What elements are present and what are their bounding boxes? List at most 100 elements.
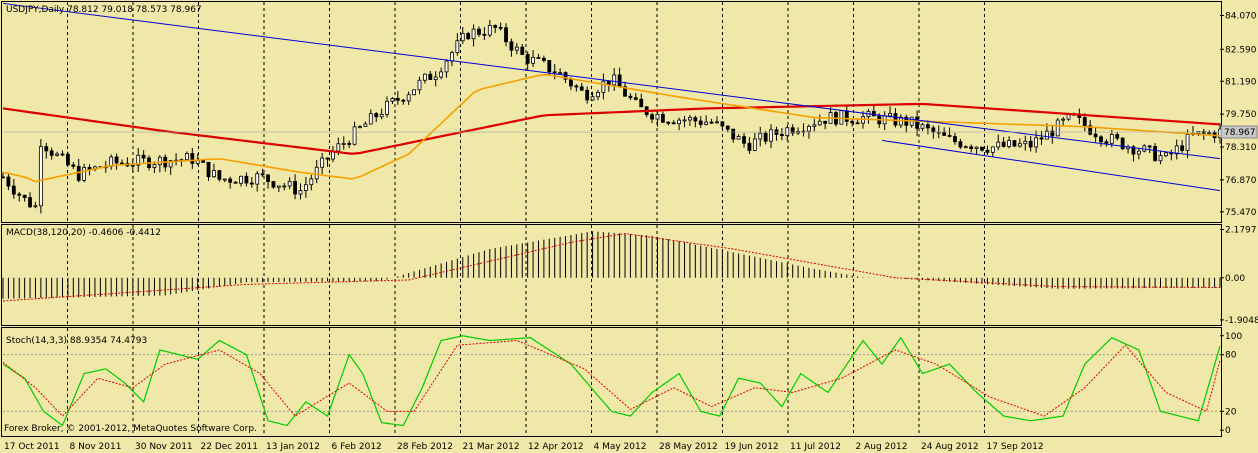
candle-body [942, 131, 947, 136]
x-tick-label: 8 Nov 2011 [70, 442, 122, 452]
candle-body [266, 174, 270, 182]
candle-body [157, 156, 162, 166]
candle-body [271, 181, 276, 188]
candle-body [720, 121, 725, 127]
candle-body [747, 142, 752, 151]
stoch-tick-label: 20 [1225, 407, 1237, 417]
price-tick-label: 82.590 [1225, 45, 1257, 55]
candle-body [417, 79, 422, 91]
candle-body [688, 117, 692, 121]
stoch-series [2, 335, 1221, 427]
candle-body [1023, 140, 1028, 145]
candle-body [715, 121, 719, 124]
candle-body [574, 85, 579, 88]
candle-body [817, 120, 822, 126]
footer-copyright: Forex Broker, © 2001-2012, MetaQuotes So… [4, 424, 257, 434]
price-panel-frame [1, 1, 1222, 223]
candle-body [682, 119, 687, 122]
candle-body [1153, 146, 1157, 162]
candle-body [709, 121, 714, 124]
candle-body [201, 160, 206, 163]
candle-body [677, 119, 682, 125]
candle-body [1104, 141, 1109, 144]
candle-body [1093, 133, 1098, 138]
candle-body [1196, 131, 1201, 134]
candle-body [228, 178, 233, 183]
x-tick-label: 13 Jan 2012 [266, 442, 320, 452]
price-tick-label: 79.750 [1225, 110, 1257, 120]
candle-body [990, 146, 995, 153]
candle-body [239, 175, 243, 184]
candle-body [660, 113, 665, 123]
candle-body [120, 162, 124, 165]
candle-body [195, 160, 200, 164]
candle-body [947, 135, 952, 137]
candle-body [233, 181, 238, 184]
candle-body [206, 161, 211, 178]
candle-body [639, 98, 644, 108]
candle-body [439, 71, 444, 78]
candle-body [358, 126, 362, 128]
candle-body [1034, 137, 1038, 148]
candle-body [309, 178, 314, 186]
macd-tick-label: 0.00 [1225, 274, 1245, 284]
candle-body [336, 143, 341, 152]
candle-body [980, 146, 984, 151]
candle-body [412, 89, 416, 96]
candle-body [915, 116, 920, 129]
candle-body [650, 114, 654, 120]
candle-body [406, 94, 411, 102]
candle-body [790, 127, 795, 134]
candle-body [963, 146, 968, 149]
candle-body [1147, 145, 1152, 148]
candle-body [758, 132, 763, 140]
candle-body [552, 71, 557, 74]
x-tick-label: 17 Sep 2012 [987, 442, 1044, 452]
stoch-main-line [2, 335, 1221, 427]
candle-body [141, 154, 146, 159]
candle-body [1050, 130, 1055, 137]
candle-body [693, 117, 698, 122]
candle-body [444, 60, 449, 73]
time-grid [67, 2, 985, 436]
candle-body [482, 33, 487, 36]
price-tick-label: 75.470 [1225, 208, 1257, 218]
candle-body [752, 138, 757, 151]
candle-body [525, 54, 530, 64]
candle-body [926, 124, 930, 129]
price-tick-label: 78.310 [1225, 143, 1257, 153]
candle-body [390, 98, 395, 102]
candle-body [341, 143, 346, 145]
candle-body [601, 80, 606, 93]
candle-body [633, 97, 638, 100]
candle-body [276, 185, 281, 188]
chart-title: USDJPY,Daily 78.812 79.018 78.573 78.967 [6, 5, 202, 15]
candle-body [996, 141, 1001, 148]
macd-signal-line [2, 233, 1221, 302]
candle-body [985, 149, 990, 153]
candle-body [477, 28, 481, 35]
stoch-tick-label: 0 [1225, 426, 1231, 436]
candle-body [347, 143, 352, 145]
x-tick-label: 28 May 2012 [659, 442, 718, 452]
candle-body [487, 25, 492, 36]
candle-body [17, 193, 22, 196]
candle-body [320, 157, 325, 168]
candle-body [725, 125, 730, 130]
candle-body [623, 86, 627, 97]
candle-body [871, 111, 876, 117]
candle-body [385, 100, 389, 115]
axes: 17 Oct 2011 8 Nov 2011 30 Nov 2011 22 Dec 2… [4, 12, 1258, 452]
candle-body [779, 134, 784, 137]
channel-upper-line [2, 2, 1221, 160]
candle-body [742, 136, 746, 144]
candle-body [49, 150, 54, 156]
candle-body [731, 128, 736, 140]
x-tick-label: 11 Jul 2012 [790, 442, 841, 452]
candle-body [168, 160, 173, 168]
candle-body [395, 98, 400, 101]
macd-tick-label: -1.9048 [1225, 316, 1258, 326]
candle-body [736, 136, 741, 140]
